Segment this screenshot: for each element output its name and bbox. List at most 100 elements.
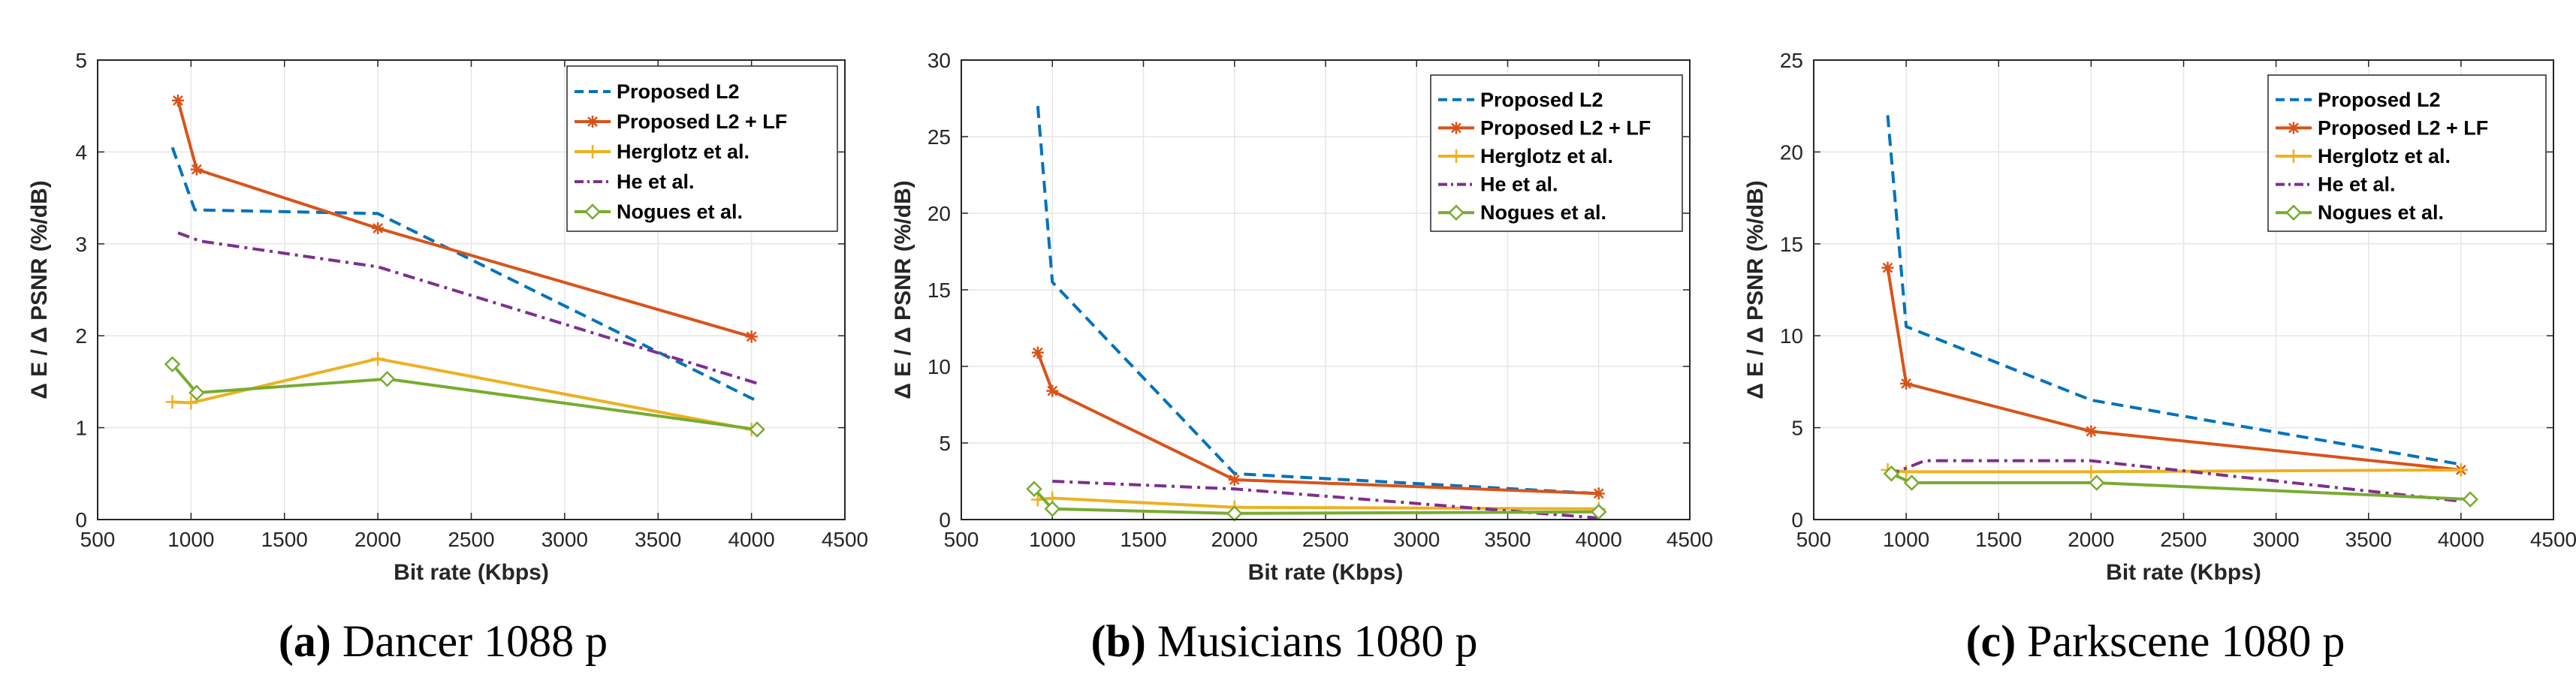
- chart-panel-1: 500 1000 1500 2000 2500 3000 3500 4000 4500 0 5 10 1…: [891, 49, 1713, 585]
- x-tick-label: 4000: [2438, 528, 2484, 551]
- data-point: [2088, 475, 2105, 491]
- legend-label: Proposed L2: [617, 80, 740, 103]
- series-0: [1886, 115, 2462, 466]
- legend-label: Nogues et al.: [2318, 201, 2444, 224]
- legend: Proposed L2 Proposed L2 + LF Herglotz et a…: [2267, 74, 2547, 232]
- data-point: [2454, 462, 2468, 477]
- axes-frame: [1813, 59, 2554, 520]
- x-tick-label: 1500: [1975, 528, 2022, 551]
- legend-label: He et al.: [2318, 173, 2396, 196]
- x-tick-label: 1000: [167, 528, 214, 551]
- legend: Proposed L2 Proposed L2 + LF Herglotz et a…: [566, 65, 838, 232]
- y-tick-label: 25: [928, 125, 951, 149]
- data-point: [1031, 346, 1044, 359]
- data-point: [1044, 500, 1061, 517]
- legend-marker: [2285, 204, 2302, 221]
- legend-label: Herglotz et al.: [617, 140, 750, 163]
- series-line: [170, 146, 760, 404]
- series-4: [1026, 481, 1607, 522]
- series-3: [1887, 459, 2462, 503]
- legend-marker: [586, 145, 599, 158]
- x-tick-label: 4500: [2530, 528, 2576, 551]
- caption-a: (a) Dancer 1088 p: [75, 616, 811, 667]
- data-point: [189, 384, 205, 401]
- caption-b-text: Musicians 1080 p: [1157, 616, 1478, 666]
- x-tick-label: 3000: [2252, 528, 2299, 551]
- x-tick-label: 2500: [2160, 528, 2206, 551]
- x-tick-label: 4500: [822, 528, 868, 551]
- legend-marker: [587, 116, 599, 128]
- data-point: [184, 396, 198, 410]
- legend-label: Herglotz et al.: [1480, 145, 1613, 167]
- legend-label: Herglotz et al.: [2318, 145, 2451, 167]
- legend-label: Nogues et al.: [1480, 201, 1606, 224]
- legend-label: Proposed L2 + LF: [617, 110, 787, 133]
- legend-label: He et al.: [1480, 173, 1558, 196]
- data-point: [745, 330, 758, 343]
- x-tick-label: 2000: [1211, 528, 1258, 551]
- x-tick-label: 2000: [354, 528, 401, 551]
- series-4: [164, 356, 765, 438]
- series-line: [1033, 487, 1599, 515]
- caption-a-text: Dancer 1088 p: [342, 616, 608, 666]
- y-tick-label: 0: [939, 508, 951, 532]
- x-axis-label: Bit rate (Kbps): [2106, 560, 2261, 585]
- x-axis-label: Bit rate (Kbps): [1248, 560, 1404, 585]
- series-line: [1036, 351, 1599, 496]
- data-point: [190, 163, 203, 176]
- legend-marker: [2287, 149, 2300, 163]
- axes-frame: [961, 59, 1691, 520]
- data-point: [1903, 475, 1920, 491]
- x-tick-label: 500: [1796, 528, 1832, 551]
- data-point: [1883, 465, 1900, 482]
- data-point: [1590, 504, 1607, 520]
- y-tick-label: 2: [75, 324, 87, 348]
- data-point: [371, 351, 385, 366]
- x-tick-label: 4500: [1667, 528, 1713, 551]
- series-3: [1052, 480, 1599, 520]
- x-tick-label: 3000: [1393, 528, 1440, 551]
- series-line: [172, 357, 752, 432]
- y-tick-label: 0: [1791, 508, 1803, 532]
- series-1: [1881, 261, 2467, 476]
- data-point: [749, 421, 765, 438]
- y-axis-label: Δ E / Δ PSNR (%/dB): [891, 180, 915, 399]
- series-line: [1036, 106, 1599, 496]
- x-tick-label: 2500: [448, 528, 494, 551]
- data-point: [1046, 384, 1059, 397]
- data-point: [379, 370, 396, 387]
- x-tick-label: 500: [944, 528, 979, 551]
- y-tick-label: 1: [75, 417, 87, 440]
- y-tick-label: 20: [928, 202, 951, 225]
- y-tick-label: 10: [928, 355, 951, 378]
- series-0: [1036, 106, 1599, 496]
- data-point: [165, 395, 179, 409]
- data-point: [372, 221, 385, 234]
- data-point: [1592, 487, 1605, 500]
- legend-label: Nogues et al.: [617, 200, 743, 223]
- series-line: [1886, 267, 2462, 472]
- x-tick-label: 1500: [1120, 528, 1166, 551]
- x-tick-label: 3500: [2345, 528, 2392, 551]
- axes-frame: [97, 59, 846, 520]
- legend-marker: [1450, 122, 1462, 134]
- x-tick-label: 1000: [1029, 528, 1075, 551]
- series-line: [1887, 459, 2462, 503]
- x-tick-label: 1500: [261, 528, 308, 551]
- data-point: [1228, 473, 1241, 486]
- series-1: [171, 94, 758, 343]
- data-point: [2085, 425, 2098, 438]
- series-3: [177, 231, 762, 386]
- y-tick-label: 5: [1791, 417, 1803, 440]
- legend-box: [566, 65, 838, 232]
- series-line: [177, 231, 762, 386]
- legend-label: Proposed L2: [2318, 89, 2441, 111]
- y-tick-label: 10: [1780, 324, 1803, 348]
- caption-b-letter: (b): [1090, 616, 1146, 666]
- data-point: [164, 356, 181, 372]
- series-1: [1031, 346, 1605, 500]
- y-tick-label: 15: [928, 279, 951, 302]
- y-tick-label: 5: [939, 432, 951, 455]
- series-4: [1883, 465, 2478, 508]
